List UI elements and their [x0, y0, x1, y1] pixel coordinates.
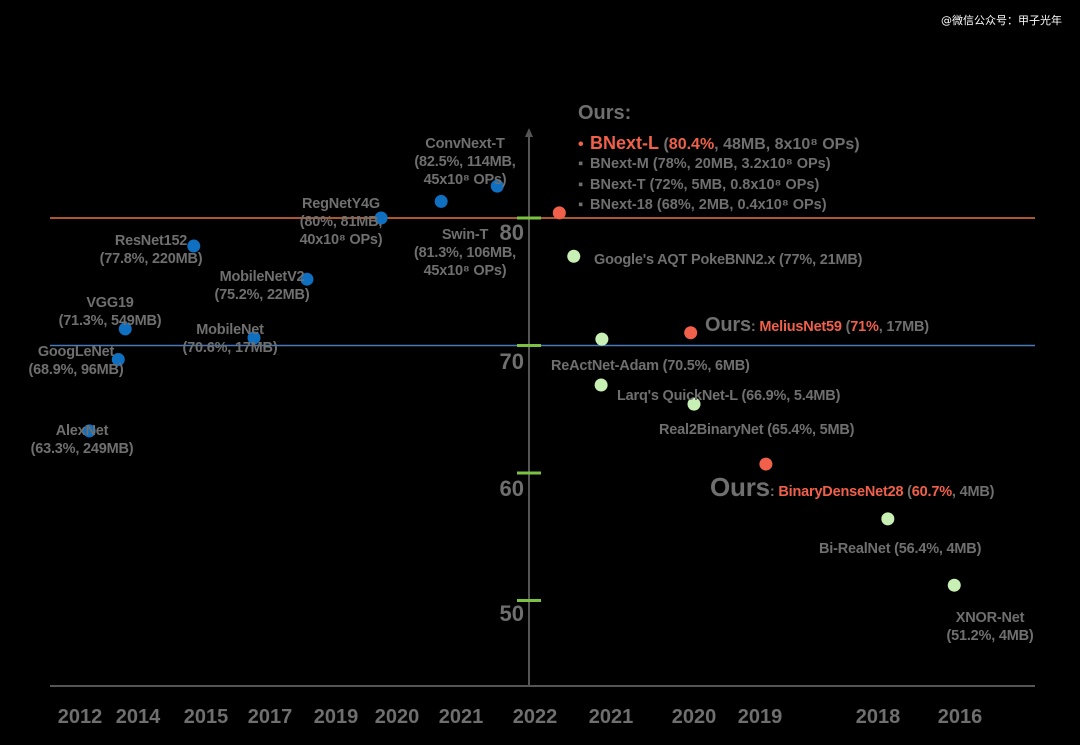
watermark: @微信公众号：甲子光年: [941, 14, 1062, 27]
data-point-ours: [759, 457, 773, 471]
label-quicknet: Larq's QuickNet-L (66.9%, 5.4MB): [617, 388, 841, 404]
data-point-full_precision: [434, 194, 448, 208]
legend-item-bnext-t: ▪ BNext-T (72%, 5MB, 0.8x10⁸ OPs): [578, 177, 820, 193]
x-tick-label: 2015: [183, 706, 229, 728]
data-point-full_precision: [374, 211, 388, 225]
data-point-full_precision: [187, 239, 201, 253]
y-tick-label: 50: [499, 601, 524, 626]
x-tick-label: 2017: [247, 706, 293, 728]
label-mobilenetv2: MobileNetV2 (75.2%, 22MB): [214, 269, 310, 303]
y-tick-label: 80: [499, 220, 524, 245]
label-convnext: ConvNext-T (82.5%, 114MB, 45x10⁸ OPs): [414, 136, 516, 188]
y-axis-arrow-icon: [525, 128, 533, 137]
legend-item-bnext-l: • BNext-L (80.4%, 48MB, 8x10⁸ OPs): [578, 133, 860, 153]
x-tick-label: 2018: [855, 706, 901, 728]
x-tick-label: 2019: [737, 706, 783, 728]
label-reactnet: ReActNet-Adam (70.5%, 6MB): [551, 358, 750, 374]
data-point-binary: [687, 397, 701, 411]
label-regnet: RegNetY4G (80%, 81MB, 40x10⁸ OPs): [299, 196, 383, 248]
x-tick-label: 2020: [671, 706, 717, 728]
x-tick-label: 2019: [313, 706, 359, 728]
x-tick-label: 2014: [115, 706, 161, 728]
x-tick-label: 2022: [512, 706, 558, 728]
label-meliusnet: Ours: MeliusNet59 (71%, 17MB): [705, 314, 929, 336]
label-birealnet: Bi-RealNet (56.4%, 4MB): [819, 541, 982, 557]
data-point-full_precision: [111, 353, 125, 367]
label-alexnet: AlexNet (63.3%, 249MB): [30, 423, 134, 457]
data-point-binary: [595, 332, 609, 346]
label-resnet152: ResNet152 (77.8%, 220MB): [99, 233, 203, 267]
legend-title: Ours:: [578, 102, 632, 124]
data-point-binary: [881, 512, 895, 526]
data-point-full_precision: [118, 322, 132, 336]
data-point-full_precision: [247, 331, 261, 345]
data-point-binary: [567, 249, 581, 263]
data-point-binary: [947, 578, 961, 592]
label-pokebnn: Google's AQT PokeBNN2.x (77%, 21MB): [594, 252, 863, 268]
label-binarydensenet: Ours: BinaryDenseNet28 (60.7%, 4MB): [710, 472, 995, 502]
x-tick-label: 2012: [57, 706, 103, 728]
legend-item-bnext-18: ▪ BNext-18 (68%, 2MB, 0.4x10⁸ OPs): [578, 197, 827, 213]
data-point-binary: [594, 378, 608, 392]
data-point-ours: [684, 326, 698, 340]
label-real2binary: Real2BinaryNet (65.4%, 5MB): [659, 422, 855, 438]
y-tick-label: 70: [499, 349, 524, 374]
data-point-ours: [552, 206, 566, 220]
label-vgg19: VGG19 (71.3%, 549MB): [58, 295, 162, 329]
data-point-full_precision: [300, 272, 314, 286]
data-point-full_precision: [490, 179, 504, 193]
x-tick-label: 2021: [588, 706, 634, 728]
x-tick-label: 2021: [438, 706, 484, 728]
label-googlenet: GoogLeNet (68.9%, 96MB): [28, 344, 124, 378]
legend-item-bnext-m: ▪ BNext-M (78%, 20MB, 3.2x10⁸ OPs): [578, 156, 831, 172]
data-point-full_precision: [82, 424, 96, 438]
label-swin: Swin-T (81.3%, 106MB, 45x10⁸ OPs): [414, 227, 516, 279]
label-xnor: XNOR-Net (51.2%, 4MB): [946, 610, 1034, 644]
y-tick-label: 60: [499, 476, 524, 501]
label-mobilenet: MobileNet (70.6%, 17MB): [182, 322, 278, 356]
x-tick-label: 2020: [374, 706, 420, 728]
x-tick-label: 2016: [937, 706, 983, 728]
